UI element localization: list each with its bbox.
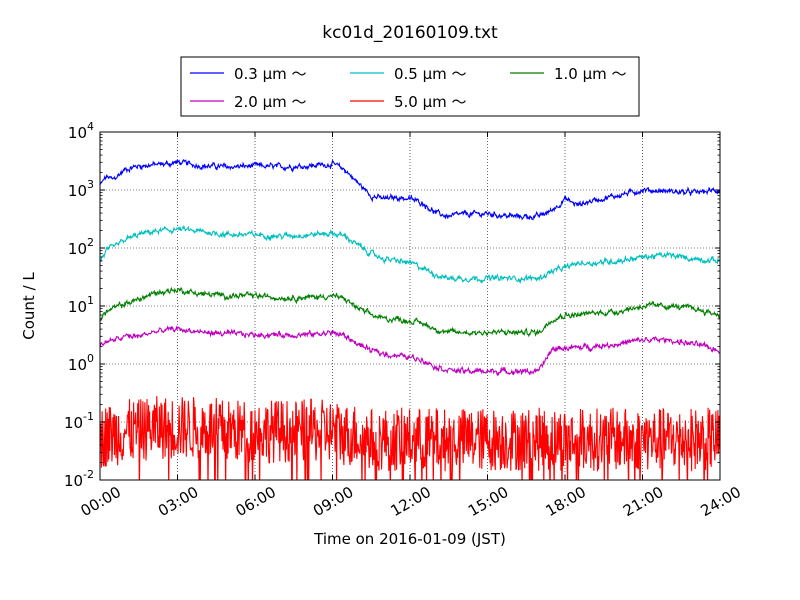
series-line [100, 158, 720, 221]
y-tick-labels: 10-2 10-1 100 101 102 103 104 [64, 120, 94, 490]
legend-label: 2.0 μm ～ [234, 93, 307, 111]
y-tick-label: 101 [68, 294, 94, 316]
series-layer [100, 158, 720, 480]
ticks [99, 131, 721, 481]
legend-label: 0.3 μm ～ [234, 65, 307, 83]
legend-frame [180, 56, 640, 117]
x-tick-label: 09:00 [310, 483, 356, 520]
x-tick-label: 03:00 [155, 483, 201, 520]
x-tick-label: 18:00 [543, 483, 589, 520]
y-tick-label: 10-2 [64, 468, 94, 490]
x-tick-label: 15:00 [465, 483, 511, 520]
x-tick-label: 24:00 [698, 483, 744, 520]
y-tick-label: 100 [68, 352, 94, 374]
y-tick-label: 10-1 [64, 410, 94, 432]
series-line [100, 224, 720, 284]
x-tick-label: 00:00 [78, 483, 124, 520]
series-line [100, 396, 720, 480]
y-tick-label: 104 [68, 120, 94, 142]
series-line [100, 286, 720, 338]
x-tick-label: 21:00 [620, 483, 666, 520]
legend-label: 0.5 μm ～ [394, 65, 467, 83]
x-axis-label: Time on 2016-01-09 (JST) [313, 530, 506, 548]
legend-label: 5.0 μm ～ [394, 93, 467, 111]
y-tick-label: 102 [68, 236, 94, 258]
series-line [100, 325, 720, 377]
chart-title: kc01d_20160109.txt [322, 23, 498, 43]
y-tick-label: 103 [68, 178, 94, 200]
y-axis-label: Count / L [20, 272, 38, 340]
x-tick-label: 12:00 [388, 483, 434, 520]
legend: 0.3 μm ～ 0.5 μm ～ 1.0 μm ～ 2.0 μm ～ 5.0 μm ～ [180, 56, 640, 117]
legend-label: 1.0 μm ～ [554, 65, 627, 83]
x-tick-label: 06:00 [233, 483, 279, 520]
x-tick-labels: 00:00 03:00 06:00 09:00 12:00 15:00 18:00 21:00… [78, 483, 744, 520]
